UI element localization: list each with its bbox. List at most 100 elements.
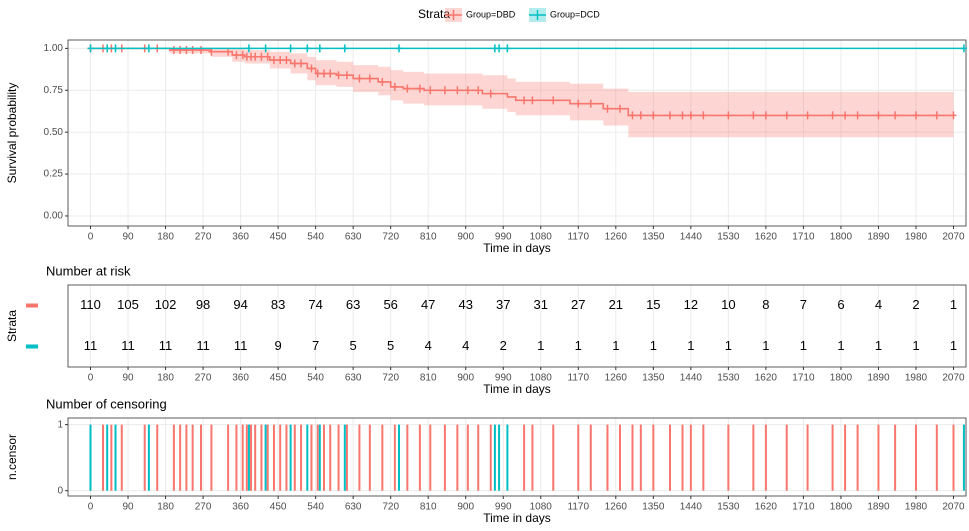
censor-mark xyxy=(308,64,315,73)
censor-bar xyxy=(227,424,230,491)
risk-count: 1 xyxy=(612,338,619,353)
risk-count: 1 xyxy=(800,338,807,353)
legend-key-line xyxy=(445,10,462,20)
censor-mark xyxy=(960,44,967,53)
panel-border xyxy=(67,417,967,497)
censor-mark xyxy=(314,69,321,78)
y-tick-label: 1 xyxy=(57,419,63,430)
x-tick-label: 1710 xyxy=(792,373,815,384)
censor-mark xyxy=(304,44,311,53)
censor-mark xyxy=(404,84,411,93)
x-tick-label: 360 xyxy=(232,232,249,243)
censor-mark xyxy=(637,111,644,120)
censor-bar xyxy=(443,424,446,491)
censor-mark xyxy=(441,86,448,95)
censor-mark xyxy=(170,46,177,55)
censor-mark xyxy=(875,111,882,120)
x-tick-label: 0 xyxy=(88,373,94,384)
censor-bar xyxy=(266,424,269,491)
censor-bar xyxy=(489,424,492,491)
censor-bar xyxy=(143,424,146,491)
risk-count: 47 xyxy=(421,297,435,312)
risk-count: 1 xyxy=(875,338,882,353)
panel-border xyxy=(67,39,967,227)
censor-mark xyxy=(391,82,398,91)
censor-mark xyxy=(575,99,582,108)
risk-count: 94 xyxy=(233,297,247,312)
censor-mark xyxy=(454,86,461,95)
censor-bar xyxy=(250,424,253,491)
x-axis-label: Time in days xyxy=(483,241,551,255)
censor-mark xyxy=(496,44,503,53)
censor-mark xyxy=(687,111,694,120)
censor-bar xyxy=(264,424,267,491)
censor-bar xyxy=(914,424,917,491)
censor-mark xyxy=(320,69,327,78)
censor-bar xyxy=(114,424,117,491)
x-tick-label: 270 xyxy=(195,502,212,513)
censor-mark xyxy=(464,86,471,95)
x-tick-label: 720 xyxy=(382,373,399,384)
censor-mark xyxy=(283,56,290,65)
censor-bar xyxy=(199,424,202,491)
censor-mark xyxy=(521,96,528,105)
censor-mark xyxy=(87,44,94,53)
risk-count: 1 xyxy=(725,338,732,353)
risk-count: 110 xyxy=(80,297,101,312)
censor-bar xyxy=(110,424,113,491)
censor-mark xyxy=(604,104,611,113)
censor-bar xyxy=(669,424,672,491)
risk-count: 5 xyxy=(350,338,357,353)
censor-mark xyxy=(427,86,434,95)
censor-mark xyxy=(829,111,836,120)
censor-bar xyxy=(381,424,384,491)
x-tick-label: 1710 xyxy=(792,232,815,243)
censor-bar xyxy=(337,424,340,491)
censor-bar xyxy=(935,424,938,491)
x-tick-label: 1620 xyxy=(755,502,778,513)
censor-mark xyxy=(616,104,623,113)
x-tick-label: 1260 xyxy=(605,232,628,243)
x-tick-label: 1440 xyxy=(680,232,703,243)
censor-bar xyxy=(191,424,194,491)
censor-bar xyxy=(358,424,361,491)
risk-count: 2 xyxy=(500,338,507,353)
censor-bar xyxy=(318,424,321,491)
censor-mark xyxy=(933,111,940,120)
x-tick-label: 360 xyxy=(232,373,249,384)
censor-mark xyxy=(252,52,259,61)
censor-mark xyxy=(892,111,899,120)
censor-bar xyxy=(185,424,188,491)
censor-bar xyxy=(506,424,509,491)
y-tick-label: 0.25 xyxy=(44,169,64,180)
x-tick-label: 180 xyxy=(157,373,174,384)
censor-bar xyxy=(689,424,692,491)
censor-mark xyxy=(356,74,363,83)
y-axis-label: Strata xyxy=(5,310,19,342)
censor-bar xyxy=(254,424,257,491)
x-tick-label: 1980 xyxy=(905,373,928,384)
x-tick-label: 720 xyxy=(382,232,399,243)
x-tick-label: 1890 xyxy=(867,373,890,384)
censor-bar xyxy=(523,424,526,491)
censor-bar xyxy=(272,424,275,491)
risk-count: 56 xyxy=(383,297,397,312)
censor-bar xyxy=(306,424,309,491)
x-tick-label: 1170 xyxy=(568,502,590,513)
censor-mark xyxy=(262,44,269,53)
risk-count: 63 xyxy=(346,297,360,312)
censor-bar xyxy=(343,424,346,491)
censor-mark xyxy=(762,111,769,120)
panel-border xyxy=(67,284,967,368)
censor-bar xyxy=(247,424,250,491)
x-tick-label: 360 xyxy=(232,502,249,513)
panel-title: Number at risk xyxy=(46,263,131,278)
y-axis-label: n.censor xyxy=(5,434,19,480)
censor-mark xyxy=(291,59,298,68)
censor-mark xyxy=(197,46,204,55)
censor-bar xyxy=(329,424,332,491)
y-tick-label: 0 xyxy=(57,485,63,496)
x-tick-label: 1440 xyxy=(680,373,703,384)
censor-bar xyxy=(877,424,880,491)
censor-bar xyxy=(406,424,409,491)
